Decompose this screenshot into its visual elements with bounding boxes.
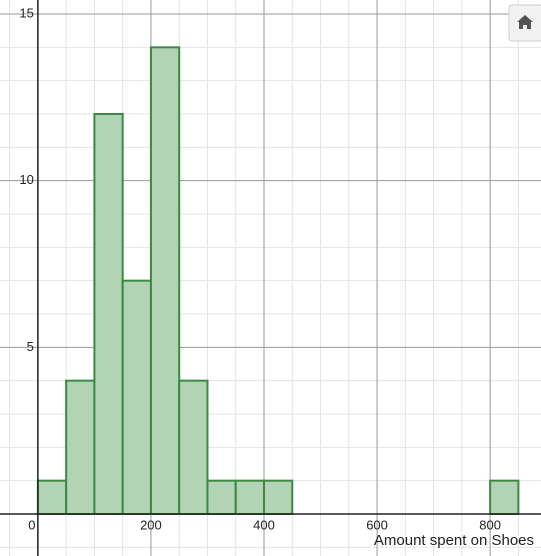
x-axis-label: Amount spent on Shoes xyxy=(374,532,534,549)
histogram-bar xyxy=(262,479,294,515)
histogram-bar xyxy=(489,479,520,515)
y-tick-label: 5 xyxy=(27,339,34,354)
histogram-bar xyxy=(65,379,96,515)
histogram-bar xyxy=(149,46,181,515)
y-tick-label: 10 xyxy=(19,172,33,187)
x-tick-label: 0 xyxy=(28,517,35,532)
home-icon[interactable] xyxy=(517,15,533,29)
x-tick-label: 600 xyxy=(366,517,388,532)
histogram-bar xyxy=(93,113,124,515)
histogram-bar xyxy=(206,479,237,515)
histogram-bar xyxy=(121,279,152,515)
histogram-bar xyxy=(234,479,265,515)
y-tick-label: 15 xyxy=(19,5,33,20)
x-tick-label: 400 xyxy=(253,517,275,532)
histogram-bar xyxy=(178,379,209,515)
histogram-bar xyxy=(36,479,68,515)
home-button[interactable] xyxy=(508,4,541,42)
x-tick-label: 200 xyxy=(140,517,162,532)
x-tick-label: 800 xyxy=(479,517,501,532)
bars xyxy=(36,46,520,515)
